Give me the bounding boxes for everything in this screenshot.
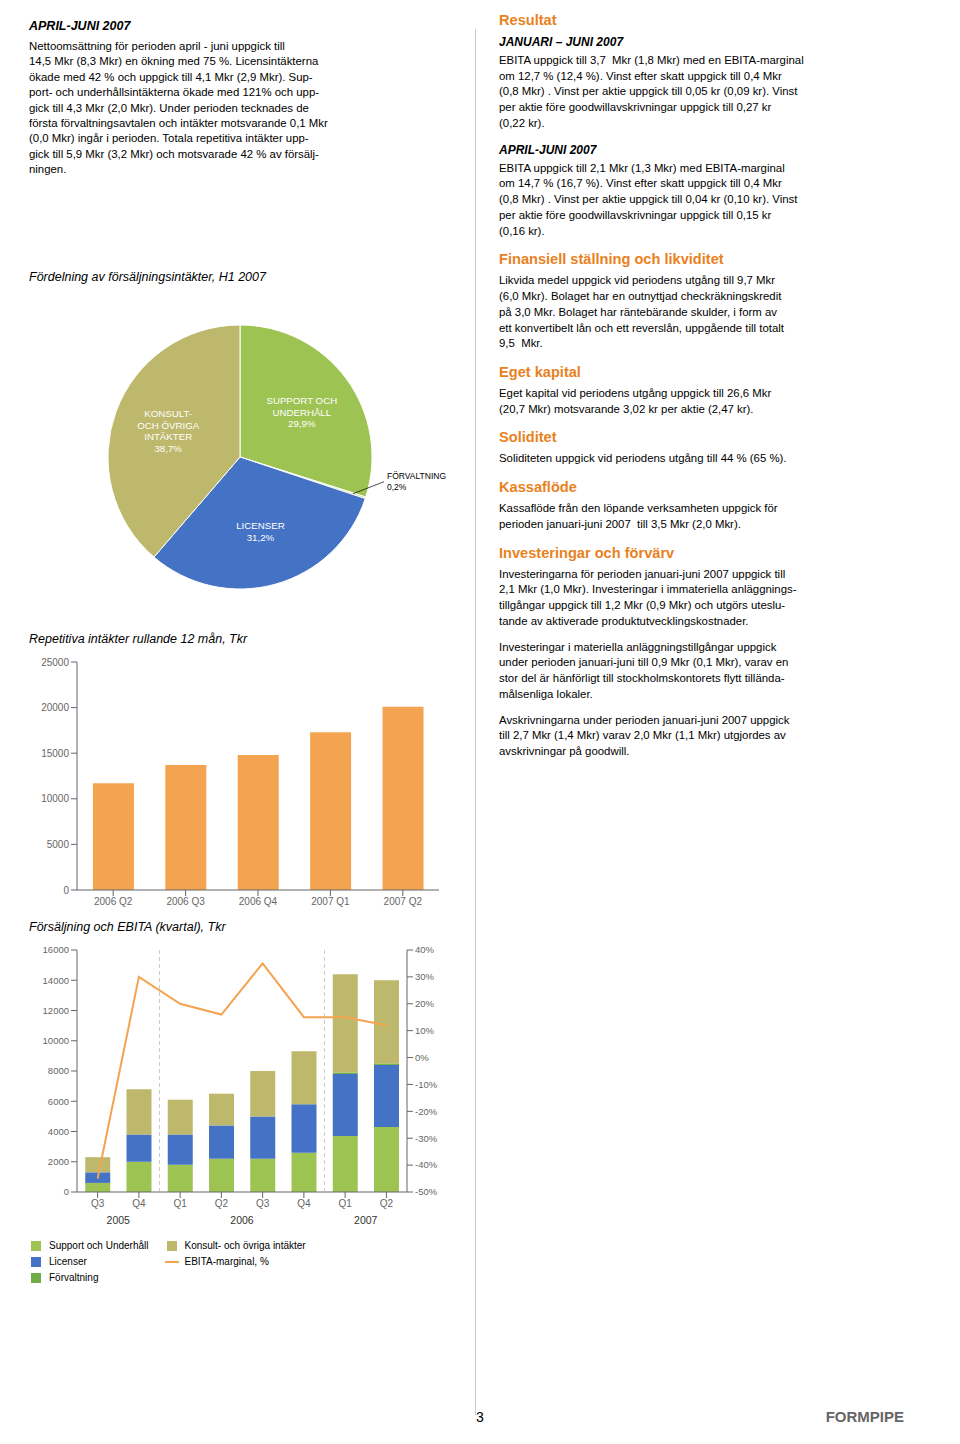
html-text:Nettoomsättning för perioden a: Nettoomsättning för perioden april - jun…	[29, 40, 328, 176]
html-text:APRIL-JUNI 2007: APRIL-JUNI 2007	[29, 19, 131, 33]
svg-text:8000: 8000	[48, 1065, 69, 1076]
html-text:FORMPIPE: FORMPIPE	[825, 1408, 904, 1425]
svg-text:-50%: -50%	[415, 1186, 438, 1197]
html-text:EBITA uppgick till 2,1 Mkr (1,: EBITA uppgick till 2,1 Mkr (1,3 Mkr) med…	[499, 161, 798, 237]
svg-text:40%: 40%	[415, 944, 435, 955]
svg-text:30%: 30%	[415, 971, 435, 982]
svg-text:Q4: Q4	[297, 1198, 311, 1209]
html-text:Finansiell ställning och likvi: Finansiell ställning och likviditet	[499, 251, 724, 268]
svg-text:-20%: -20%	[415, 1106, 438, 1117]
html-text:Kassaflöde från den löpande ve: Kassaflöde från den löpande verksamheten…	[499, 502, 778, 530]
html-text:Investeringar och förvärv: Investeringar och förvärv	[499, 544, 675, 561]
svg-text:Q3: Q3	[256, 1198, 270, 1209]
svg-text:14000: 14000	[43, 975, 69, 986]
html-text:Resultat: Resultat	[499, 12, 557, 28]
svg-text:LICENSER31,2%: LICENSER31,2%	[236, 520, 284, 543]
svg-text:10000: 10000	[41, 793, 69, 804]
html-text:JANUARI – JUNI 2007: JANUARI – JUNI 2007	[499, 35, 624, 49]
svg-text:4000: 4000	[48, 1126, 69, 1137]
html-text:Investeringarna för perioden j: Investeringarna för perioden januari-jun…	[499, 567, 797, 627]
svg-text:-40%: -40%	[415, 1159, 438, 1170]
html-text:Avskrivningarna under perioden: Avskrivningarna under perioden januari-j…	[499, 713, 790, 757]
svg-text:Q1: Q1	[173, 1198, 187, 1209]
svg-text:SUPPORT OCHUNDERHÅLL29,9%: SUPPORT OCHUNDERHÅLL29,9%	[266, 395, 337, 429]
svg-text:Q1: Q1	[338, 1198, 352, 1209]
html-text:Fördelning av försäljningsintä: Fördelning av försäljningsintäkter, H1 2…	[29, 270, 266, 284]
svg-text:0: 0	[63, 885, 69, 896]
svg-text:0: 0	[64, 1186, 69, 1197]
svg-text:2006 Q3: 2006 Q3	[166, 896, 205, 907]
html-text:APRIL-JUNI 2007: APRIL-JUNI 2007	[499, 142, 597, 157]
html-text:Repetitiva intäkter rullande 1: Repetitiva intäkter rullande 12 mån, Tkr	[29, 632, 248, 646]
svg-text:2006 Q4: 2006 Q4	[239, 896, 278, 907]
svg-text:Q4: Q4	[132, 1198, 146, 1209]
svg-text:10000: 10000	[43, 1035, 69, 1046]
html-text:EBITA-marginal, %: EBITA-marginal, %	[184, 1256, 269, 1267]
html-text:Eget kapital: Eget kapital	[499, 364, 581, 380]
svg-text:2007: 2007	[354, 1214, 378, 1226]
svg-text:-10%: -10%	[415, 1079, 438, 1090]
svg-text:-30%: -30%	[415, 1133, 438, 1144]
svg-text:KONSULT-OCH ÖVRIGAINTÄKTER38,7: KONSULT-OCH ÖVRIGAINTÄKTER38,7%	[137, 408, 199, 454]
svg-text:12000: 12000	[43, 1005, 69, 1016]
svg-text:FÖRVALTNING0,2%: FÖRVALTNING0,2%	[387, 471, 446, 492]
html-text:Konsult- och övriga intäkter: Konsult- och övriga intäkter	[184, 1240, 306, 1251]
svg-text:2007 Q1: 2007 Q1	[311, 896, 350, 907]
html-text:Kassaflöde: Kassaflöde	[499, 479, 577, 496]
html-text:Likvida medel uppgick vid peri: Likvida medel uppgick vid periodens utgå…	[499, 274, 784, 350]
svg-text:20000: 20000	[41, 702, 69, 713]
svg-text:2006 Q2: 2006 Q2	[94, 896, 133, 907]
html-text:EBITA uppgick till 3,7 Mkr (1,: EBITA uppgick till 3,7 Mkr (1,8 Mkr) med…	[499, 54, 804, 129]
svg-text:25000: 25000	[41, 657, 69, 668]
html-text:Licenser: Licenser	[49, 1256, 87, 1267]
html-text:Investeringar i materiella anl: Investeringar i materiella anläggningsti…	[499, 640, 789, 700]
svg-text:Q2: Q2	[215, 1198, 229, 1209]
html-text:Support och Underhåll: Support och Underhåll	[49, 1240, 149, 1251]
svg-text:15000: 15000	[41, 748, 69, 759]
svg-text:10%: 10%	[415, 1025, 435, 1036]
svg-text:2005: 2005	[107, 1214, 131, 1226]
svg-text:Q3: Q3	[91, 1198, 105, 1209]
html-text:Förvaltning: Förvaltning	[49, 1272, 99, 1283]
svg-text:2007 Q2: 2007 Q2	[384, 896, 423, 907]
svg-text:6000: 6000	[48, 1096, 69, 1107]
svg-text:2006: 2006	[230, 1214, 254, 1226]
svg-text:5000: 5000	[47, 839, 70, 850]
html-text:Eget kapital vid periodens utg: Eget kapital vid periodens utgång uppgic…	[499, 387, 772, 415]
html-text:3: 3	[476, 1409, 484, 1425]
html-text:Försäljning och EBITA (kvartal: Försäljning och EBITA (kvartal), Tkr	[29, 920, 226, 934]
svg-text:2000: 2000	[48, 1156, 69, 1167]
html-text:Soliditet: Soliditet	[499, 429, 557, 446]
html-text:Soliditeten uppgick vid period: Soliditeten uppgick vid periodens utgång…	[499, 452, 787, 465]
svg-text:0%: 0%	[415, 1052, 429, 1063]
svg-text:16000: 16000	[43, 944, 69, 955]
svg-text:20%: 20%	[415, 998, 435, 1009]
svg-text:Q2: Q2	[380, 1198, 394, 1209]
